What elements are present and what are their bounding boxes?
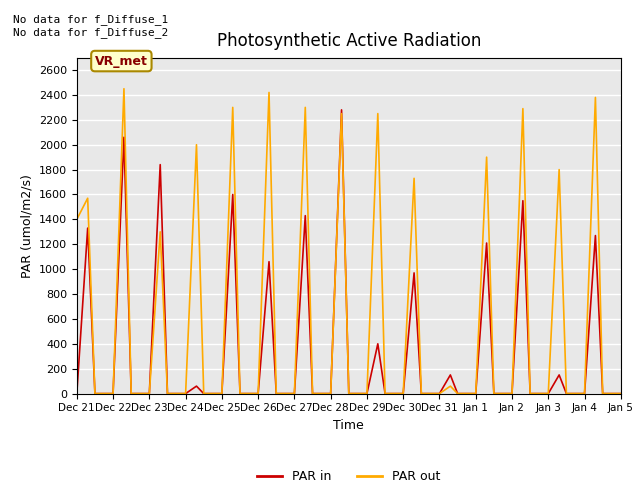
Title: Photosynthetic Active Radiation: Photosynthetic Active Radiation <box>216 33 481 50</box>
Legend: PAR in, PAR out: PAR in, PAR out <box>252 465 445 480</box>
X-axis label: Time: Time <box>333 419 364 432</box>
Text: No data for f_Diffuse_1
No data for f_Diffuse_2: No data for f_Diffuse_1 No data for f_Di… <box>13 14 168 38</box>
Text: VR_met: VR_met <box>95 55 148 68</box>
Y-axis label: PAR (umol/m2/s): PAR (umol/m2/s) <box>20 174 33 277</box>
